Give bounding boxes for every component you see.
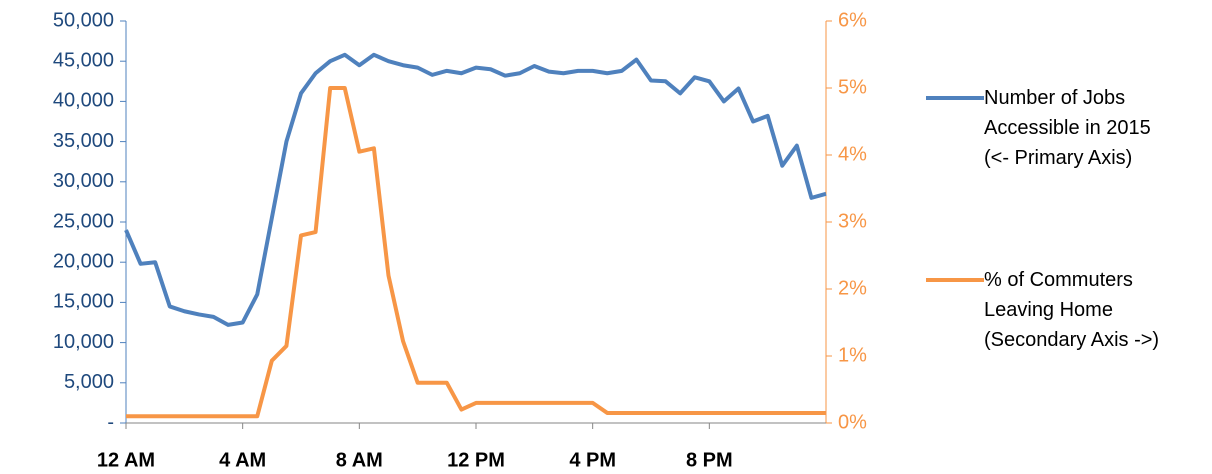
y-tick-label: 45,000: [53, 49, 114, 71]
x-tick-label: 12 PM: [447, 449, 505, 471]
legend-label: % of Commuters Leaving Home (Secondary A…: [984, 269, 1160, 351]
x-tick-label: 8 AM: [336, 449, 383, 471]
series-line: [124, 52, 827, 327]
y2-tick-label: 4%: [838, 143, 867, 165]
y-tick-label: 30,000: [53, 170, 114, 192]
x-tick-label: 12 AM: [97, 449, 155, 471]
y-tick-label: 20,000: [53, 250, 114, 272]
x-tick-label: 8 PM: [686, 449, 733, 471]
y-tick-label: 15,000: [53, 291, 114, 313]
y-tick-label: 5,000: [64, 371, 114, 393]
y2-tick-label: 2%: [838, 277, 867, 299]
x-tick-label: 4 PM: [569, 449, 616, 471]
y2-tick-label: 0%: [838, 411, 867, 433]
y2-tick-label: 1%: [838, 344, 867, 366]
legend-label: Number of Jobs Accessible in 2015 (<- Pr…: [984, 87, 1151, 169]
x-tick-label: 4 AM: [219, 449, 266, 471]
y2-tick-label: 5%: [838, 76, 867, 98]
series-line: [126, 86, 826, 419]
y2-tick-label: 3%: [838, 210, 867, 232]
y-tick-label: 40,000: [53, 90, 114, 112]
y-tick-label: 25,000: [53, 210, 114, 232]
y-tick-label: 50,000: [53, 9, 114, 31]
y-tick-label: -: [107, 411, 114, 433]
y-tick-label: 10,000: [53, 331, 114, 353]
y-tick-label: 35,000: [53, 130, 114, 152]
y2-tick-label: 6%: [838, 9, 867, 31]
